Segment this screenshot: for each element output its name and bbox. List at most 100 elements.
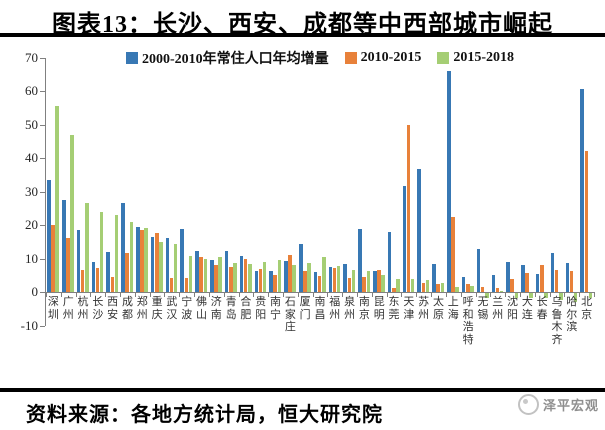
- bar-blue-兰州: [491, 274, 496, 292]
- bar-green-重庆: [159, 241, 163, 292]
- bar-orange-兰州: [495, 287, 500, 292]
- x-axis-label: 呼 和 浩 特: [462, 296, 474, 346]
- bar-green-济南: [218, 257, 222, 292]
- bar-blue-南宁: [269, 270, 273, 292]
- bar-blue-济南: [210, 259, 214, 292]
- bar-blue-长春: [535, 273, 540, 292]
- y-axis-tick-label: 30: [25, 183, 38, 199]
- bar-orange-成都: [125, 252, 129, 292]
- x-axis-tick: [149, 292, 151, 297]
- bar-blue-沈阳: [506, 262, 510, 292]
- y-axis-tick: [40, 225, 45, 226]
- bar-orange-南昌: [317, 275, 322, 292]
- x-axis-tick: [268, 292, 270, 297]
- x-axis-tick: [194, 292, 196, 297]
- y-axis-tick: [40, 91, 45, 92]
- bar-green-太原: [440, 282, 445, 292]
- bar-green-合肥: [248, 263, 252, 292]
- x-axis-tick: [342, 292, 344, 297]
- x-axis-label: 贵 阳: [255, 296, 267, 321]
- x-axis-label: 佛 山: [195, 296, 207, 321]
- y-axis-tick: [40, 124, 45, 126]
- bar-green-石家庄: [292, 265, 296, 292]
- y-axis-tick-label: 50: [25, 116, 38, 132]
- bar-green-大连: [529, 293, 533, 299]
- x-axis-tick: [105, 292, 107, 297]
- bar-blue-呼和浩特: [461, 276, 466, 292]
- bar-green-沈阳: [514, 293, 519, 298]
- legend: 2000-2010年常住人口年均增量 2010-2015 2015-2018: [46, 48, 594, 68]
- y-axis-tick-label: 40: [25, 150, 38, 165]
- bar-blue-青岛: [224, 251, 229, 292]
- x-axis-tick: [579, 292, 581, 297]
- legend-swatch-green: [437, 52, 450, 64]
- bar-green-乌鲁木齐: [559, 293, 563, 301]
- source-line: 资料来源：各地方统计局，恒大研究院: [26, 404, 383, 426]
- bar-blue-上海: [447, 70, 451, 292]
- x-axis-label: 福 州: [329, 296, 341, 321]
- bar-orange-长春: [540, 265, 544, 292]
- bar-green-贵阳: [262, 261, 267, 292]
- x-axis-tick: [445, 292, 447, 297]
- x-axis-tick: [490, 292, 492, 297]
- legend-swatch-orange: [344, 52, 357, 64]
- x-axis-label: 无 锡: [477, 296, 489, 321]
- legend-swatch-blue: [125, 52, 138, 64]
- x-axis-label: 成 都: [121, 296, 133, 321]
- bar-orange-上海: [451, 216, 455, 292]
- x-axis-label: 沈 阳: [507, 296, 519, 321]
- bar-blue-厦门: [298, 244, 303, 292]
- bar-green-南昌: [322, 257, 326, 292]
- bar-blue-无锡: [476, 248, 481, 292]
- bar-orange-无锡: [480, 286, 485, 292]
- y-axis-tick: [40, 158, 45, 159]
- x-axis-label: 兰 州: [492, 296, 504, 321]
- bar-orange-昆明: [377, 269, 381, 292]
- x-axis-tick: [312, 292, 314, 297]
- bar-orange-长沙: [95, 267, 100, 292]
- bar-orange-杭州: [80, 270, 85, 292]
- bar-blue-合肥: [239, 255, 244, 292]
- x-axis-tick: [134, 292, 136, 297]
- bar-green-佛山: [203, 259, 208, 292]
- bar-orange-合肥: [243, 258, 248, 292]
- bar-green-郑州: [144, 228, 148, 292]
- bar-green-南宁: [277, 260, 282, 292]
- x-axis-label: 杭 州: [77, 296, 89, 321]
- x-axis-label: 西 安: [107, 296, 119, 321]
- bar-blue-东莞: [387, 232, 392, 292]
- bar-orange-厦门: [303, 270, 307, 292]
- bar-orange-福州: [332, 267, 337, 292]
- bar-blue-哈尔滨: [565, 262, 570, 292]
- x-axis-tick: [549, 292, 551, 297]
- x-axis-tick: [208, 292, 210, 297]
- bar-orange-哈尔滨: [569, 270, 574, 292]
- x-axis-label: 宁 波: [181, 296, 193, 321]
- bar-blue-太原: [432, 263, 436, 292]
- x-axis-label: 长 春: [536, 296, 548, 321]
- bar-blue-深圳: [47, 179, 51, 292]
- bar-orange-济南: [214, 264, 218, 292]
- bar-green-青岛: [233, 262, 237, 292]
- x-axis-label: 济 南: [210, 296, 222, 321]
- x-axis-label: 南 京: [358, 296, 370, 321]
- bar-orange-南京: [362, 276, 366, 292]
- x-axis-label: 厦 门: [299, 296, 311, 321]
- bar-orange-沈阳: [510, 278, 514, 292]
- bar-orange-苏州: [421, 282, 426, 292]
- x-axis-tick: [75, 292, 77, 297]
- bar-orange-泉州: [347, 277, 352, 292]
- bar-blue-大连: [521, 265, 525, 292]
- bar-blue-昆明: [373, 270, 377, 292]
- x-axis-tick: [90, 292, 92, 297]
- bar-green-昆明: [381, 274, 385, 292]
- x-axis-label: 苏 州: [418, 296, 430, 321]
- x-axis-label: 大 连: [521, 296, 533, 321]
- x-axis-tick: [238, 292, 240, 297]
- x-axis-tick: [460, 292, 462, 297]
- x-axis-tick: [327, 292, 329, 297]
- x-axis-tick: [297, 292, 299, 297]
- x-axis-label: 南 宁: [270, 296, 282, 321]
- bar-orange-广州: [66, 238, 70, 292]
- x-axis-label: 深 圳: [47, 296, 59, 321]
